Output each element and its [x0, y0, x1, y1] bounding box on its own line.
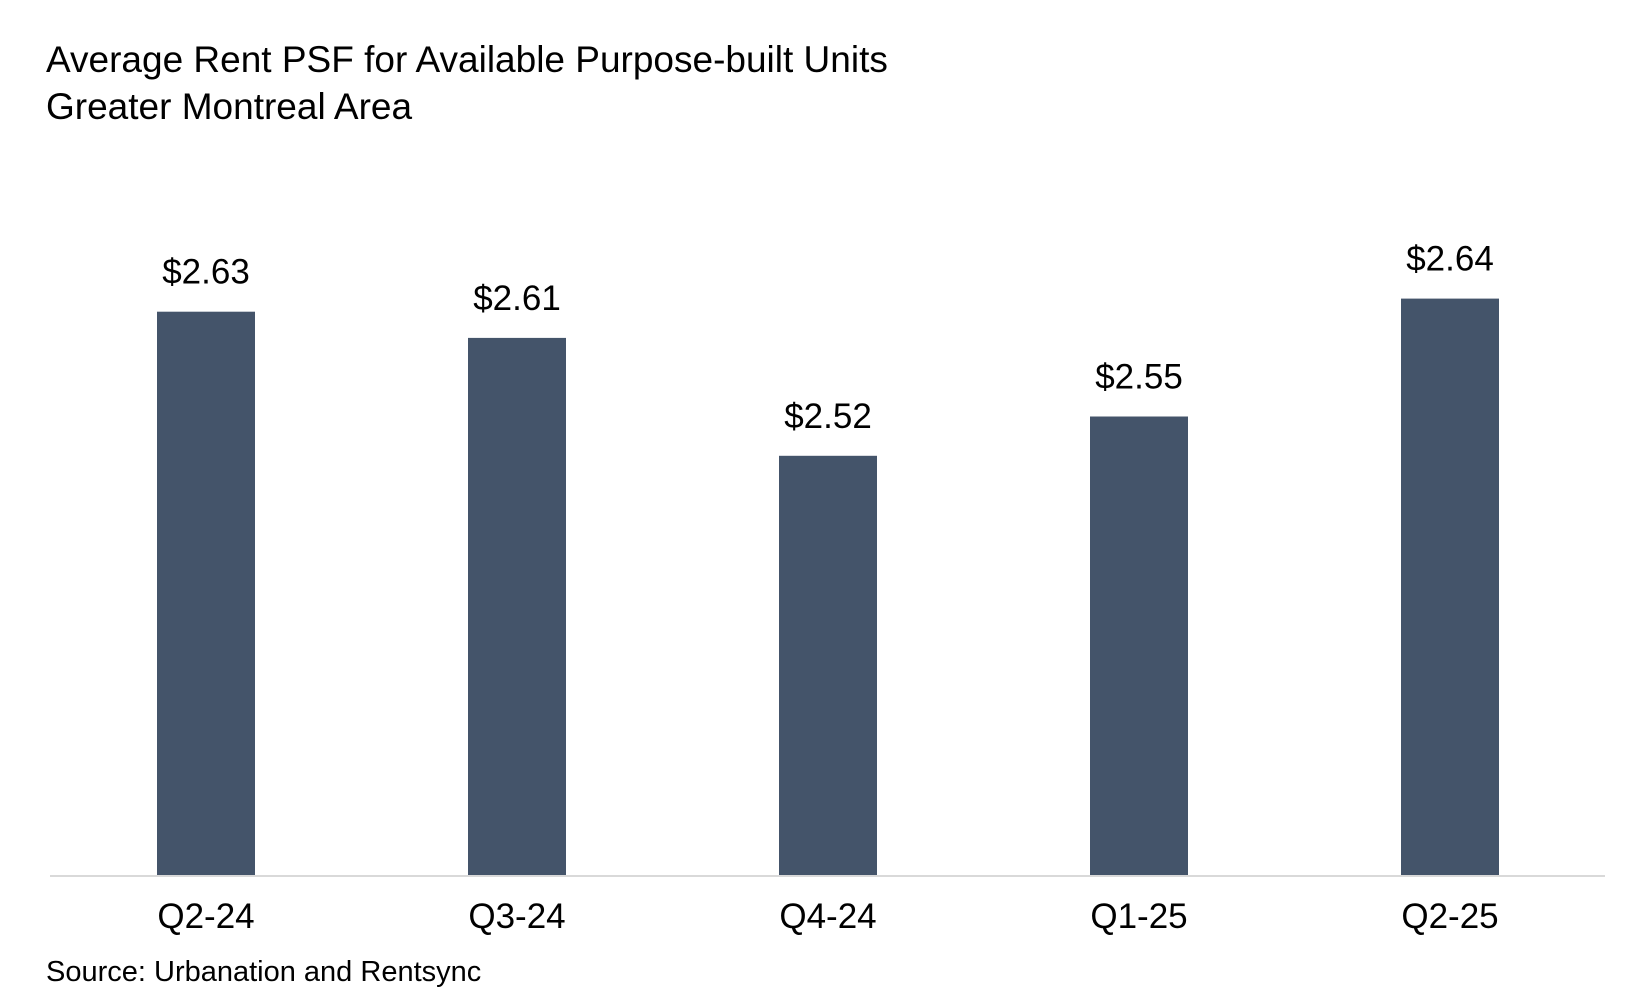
chart-title: Average Rent PSF for Available Purpose-b…	[46, 39, 888, 80]
value-label-q4-24: $2.52	[784, 397, 872, 436]
value-label-q2-25: $2.64	[1406, 240, 1494, 279]
bar-q2-24	[157, 311, 255, 875]
chart-subtitle: Greater Montreal Area	[46, 86, 413, 127]
value-label-q3-24: $2.61	[473, 279, 561, 318]
x-tick-label-q2-24: Q2-24	[157, 897, 254, 936]
x-tick-label-q2-25: Q2-25	[1401, 897, 1498, 936]
x-tick-labels-group: Q2-24 Q3-24 Q4-24 Q1-25 Q2-25	[157, 897, 1498, 936]
value-label-q1-25: $2.55	[1095, 358, 1183, 397]
bar-q2-25	[1401, 298, 1499, 876]
value-labels-group: $2.63 $2.61 $2.52 $2.55 $2.64	[162, 240, 1494, 436]
source-note: Source: Urbanation and Rentsync	[46, 956, 482, 988]
bar-q1-25	[1090, 416, 1188, 875]
bar-q3-24	[468, 337, 566, 875]
x-tick-label-q3-24: Q3-24	[468, 897, 565, 936]
x-tick-label-q4-24: Q4-24	[779, 897, 876, 936]
bars-group	[157, 298, 1499, 876]
value-label-q2-24: $2.63	[162, 253, 250, 292]
bar-q4-24	[779, 455, 877, 875]
x-tick-label-q1-25: Q1-25	[1090, 897, 1187, 936]
